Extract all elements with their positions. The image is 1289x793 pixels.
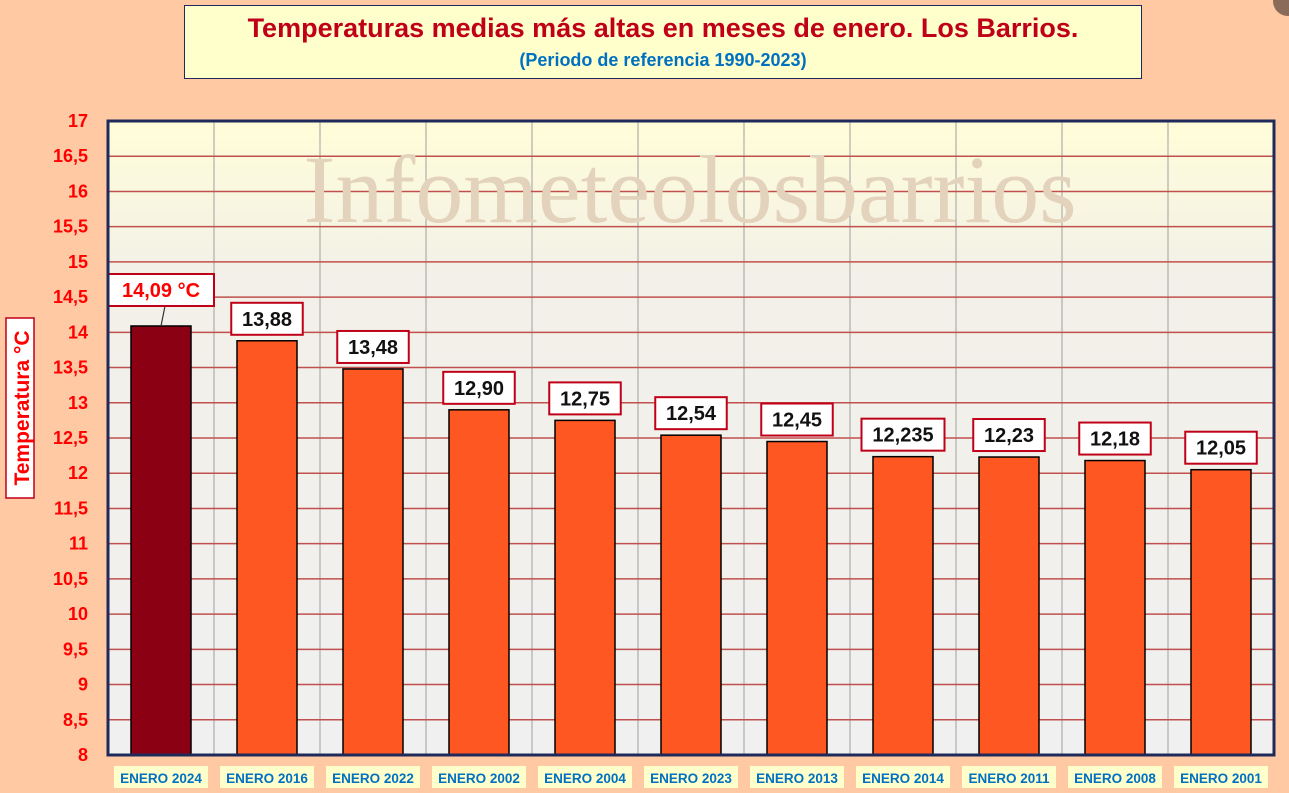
data-label-box: [972, 418, 1046, 453]
x-tick-label: ENERO 2011: [968, 771, 1050, 786]
x-tick-label: ENERO 2014: [862, 771, 944, 786]
chart-title: Temperaturas medias más altas en meses d…: [247, 13, 1079, 43]
category-label-bg: [962, 766, 1056, 788]
data-label: 12,18: [1090, 429, 1140, 451]
x-tick-label: ENERO 2024: [120, 771, 202, 786]
data-label-box: [1184, 430, 1258, 465]
x-tick-label: ENERO 2001: [1180, 771, 1262, 786]
category-label-bg: [856, 766, 950, 788]
bar: [1084, 459, 1146, 756]
bar: [554, 419, 616, 756]
data-label: 12,90: [454, 378, 504, 400]
y-tick-label: 12: [68, 463, 88, 483]
y-tick-label: 10: [68, 604, 88, 624]
bar: [342, 368, 404, 756]
y-tick-label: 11: [69, 534, 88, 554]
bar: [872, 455, 934, 756]
data-label-box: [860, 417, 946, 452]
y-axis-title: Temperatura °C: [5, 317, 35, 499]
x-tick-label: ENERO 2013: [756, 771, 838, 786]
y-tick-label: 15: [68, 252, 88, 272]
y-tick-label: 11,5: [54, 498, 88, 518]
y-tick-label: 16: [68, 181, 88, 201]
category-label-bg: [538, 766, 632, 788]
x-tick-label: ENERO 2004: [544, 771, 626, 786]
x-tick-label: ENERO 2008: [1074, 771, 1156, 786]
y-tick-label: 14,5: [53, 287, 88, 307]
bar: [766, 440, 828, 756]
data-label: 12,54: [666, 403, 717, 425]
x-tick-label: ENERO 2022: [332, 771, 414, 786]
data-label-box: [548, 381, 622, 416]
y-tick-label: 9,5: [63, 639, 88, 659]
y-tick-label: 8,5: [63, 710, 88, 730]
data-label-box: [230, 301, 304, 336]
data-label-box: [760, 402, 834, 437]
category-label-bg: [326, 766, 420, 788]
y-axis-label: Temperatura °C: [11, 330, 34, 485]
data-label: 12,235: [872, 425, 933, 447]
watermark: Infometeolosbarrios: [303, 136, 1076, 243]
category-label-bg: [750, 766, 844, 788]
data-label-box: [442, 370, 516, 405]
bar: [130, 325, 192, 756]
y-tick-label: 12,5: [53, 428, 88, 448]
category-label-bg: [1068, 766, 1162, 788]
data-label: 13,88: [242, 309, 292, 331]
y-tick-label: 8: [78, 745, 88, 765]
bar: [978, 456, 1040, 756]
data-label: 12,45: [772, 410, 822, 432]
data-label-box: [336, 329, 410, 364]
data-label: 12,75: [560, 388, 610, 410]
x-tick-label: ENERO 2002: [438, 771, 520, 786]
y-tick-label: 15,5: [53, 217, 88, 237]
y-tick-label: 9: [78, 675, 88, 695]
category-label-bg: [114, 766, 208, 788]
category-label-bg: [432, 766, 526, 788]
bar: [1190, 468, 1252, 756]
bar: [236, 340, 298, 756]
y-tick-label: 16,5: [53, 146, 88, 166]
data-label: 12,05: [1196, 438, 1246, 460]
x-tick-label: ENERO 2016: [226, 771, 308, 786]
data-label: 13,48: [348, 337, 398, 359]
data-label-box: [654, 396, 728, 431]
y-tick-label: 10,5: [53, 569, 88, 589]
label-leader-line: [160, 305, 166, 327]
data-label: 14,09 °C: [122, 280, 200, 302]
bar: [660, 434, 722, 756]
plot-border: [106, 119, 1276, 757]
y-tick-label: 14: [68, 322, 88, 342]
category-label-bg: [644, 766, 738, 788]
data-label: 12,23: [984, 425, 1034, 447]
y-tick-label: 13: [68, 393, 88, 413]
category-label-bg: [1174, 766, 1268, 788]
bar: [448, 409, 510, 756]
zoom-icon[interactable]: [1273, 0, 1289, 16]
y-tick-label: 13,5: [53, 358, 88, 378]
data-label-box: [1078, 421, 1152, 456]
category-label-bg: [220, 766, 314, 788]
chart-subtitle: (Periodo de referencia 1990-2023): [519, 50, 807, 70]
chart-title-box: Temperaturas medias más altas en meses d…: [184, 5, 1142, 79]
y-tick-label: 17: [68, 111, 88, 131]
x-tick-label: ENERO 2023: [650, 771, 732, 786]
